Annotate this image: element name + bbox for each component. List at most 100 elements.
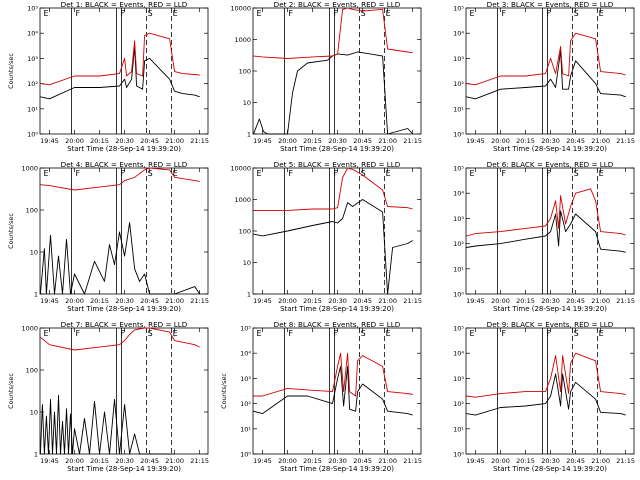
y-tick-label: 10³ [453,215,464,223]
x-tick-label: 21:00 [378,457,397,465]
x-axis-label: Start Time (28-Sep-14 19:39:20) [67,145,181,153]
x-tick-label: 20:45 [353,297,372,305]
x-tick-label: 20:00 [491,297,510,305]
y-axis-label: Counts/sec [7,213,15,249]
y-tick-label: 10³ [453,375,464,383]
y-tick-label: 10³ [27,55,38,63]
y-tick-label: 10⁴ [240,350,251,358]
plot-frame [465,7,635,135]
x-tick-label: 19:45 [40,137,59,145]
y-tick-label: 10² [453,80,464,88]
time-marker-label: E [173,9,178,18]
time-marker-label: E [256,9,261,18]
time-marker-label: E [469,169,474,178]
y-tick-label: 10⁴ [27,30,38,38]
plot-frame [39,7,209,135]
y-axis-label: Counts/sec [7,373,15,409]
time-marker-label: S [361,169,366,178]
time-marker-label: E [469,9,474,18]
y-tick-label: 1000 [234,36,251,44]
x-tick-label: 19:45 [253,457,272,465]
x-axis-label: Start Time (28-Sep-14 19:39:20) [67,305,181,313]
y-tick-label: 10⁴ [453,190,464,198]
x-tick-label: 20:30 [541,137,560,145]
x-tick-label: 21:00 [591,457,610,465]
y-tick-label: 1 [247,291,251,299]
chart-title: Det 7: BLACK = Events, RED = LLD [61,320,188,329]
series-lld-line [466,188,626,237]
y-tick-label: 10² [453,400,464,408]
time-marker-label: E [599,169,604,178]
time-marker-label: F [547,169,552,178]
y-tick-label: 1000 [21,325,38,333]
x-tick-label: 20:45 [566,137,585,145]
time-marker-label: F [75,169,80,178]
time-marker-label: F [547,9,552,18]
x-tick-label: 20:15 [303,457,322,465]
time-marker-label: E [43,169,48,178]
x-tick-label: 20:15 [516,297,535,305]
x-axis-label: Start Time (28-Sep-14 19:39:20) [280,465,394,473]
plot-frame [465,167,635,295]
time-marker-label: E [469,329,474,338]
time-marker-label: F [75,9,80,18]
x-tick-label: 21:15 [616,297,635,305]
y-axis-label: Counts/sec [7,53,15,89]
x-tick-label: 20:30 [115,137,134,145]
chart-title: Det 3: BLACK = Events, RED = LLD [487,0,614,9]
y-tick-label: 10 [243,259,251,267]
x-tick-label: 19:45 [466,137,485,145]
chart-title: Det 5: BLACK = Events, RED = LLD [274,160,401,169]
time-marker-label: F [334,329,339,338]
chart-panel-8: Det 8: BLACK = Events, RED = LLD 10⁰ 10¹ 10… [220,320,422,473]
series-events-line [252,51,414,135]
x-tick-label: 20:15 [90,457,109,465]
x-tick-label: 20:00 [278,297,297,305]
series-lld-line [40,327,200,351]
y-tick-label: 10² [453,240,464,248]
x-tick-label: 20:00 [65,297,84,305]
y-tick-label: 100 [239,68,251,76]
series-events-line [466,373,626,416]
y-tick-label: 100 [26,367,38,375]
x-axis-label: Start Time (28-Sep-14 19:39:20) [67,465,181,473]
x-tick-label: 21:15 [403,297,422,305]
y-tick-label: 10⁰ [453,131,464,139]
y-tick-label: 100 [26,207,38,215]
y-tick-label: 10³ [453,55,464,63]
time-marker-label: F [75,329,80,338]
series-events-line [253,199,413,295]
time-marker-label: S [361,9,366,18]
x-tick-label: 21:00 [165,457,184,465]
x-axis-label: Start Time (28-Sep-14 19:39:20) [493,145,607,153]
time-marker-label: S [148,329,153,338]
time-marker-label: E [386,329,391,338]
series-events-line [40,45,200,100]
x-axis-label: Start Time (28-Sep-14 19:39:20) [493,465,607,473]
time-marker-label: F [334,9,339,18]
time-marker-label: F [288,9,293,18]
plot-frame [252,167,422,295]
time-marker-label: F [501,169,506,178]
plot-frame [39,327,209,455]
time-marker-label: F [334,169,339,178]
y-tick-label: 10⁰ [27,131,38,139]
y-tick-label: 10² [240,400,251,408]
chart-title: Det 2: BLACK = Events, RED = LLD [274,0,401,9]
x-tick-label: 20:00 [491,137,510,145]
plot-frame [252,7,422,135]
x-tick-label: 21:15 [616,457,635,465]
y-tick-label: 1000 [21,165,38,173]
y-tick-label: 10⁰ [453,451,464,459]
plot-frame [39,167,209,295]
chart-panel-4: Det 4: BLACK = Events, RED = LLD 1 10 100 10… [7,160,209,313]
x-tick-label: 19:45 [253,297,272,305]
time-marker-label: F [547,329,552,338]
y-tick-label: 10 [30,249,38,257]
chart-panel-1: Det 1: BLACK = Events, RED = LLD 10⁰ 10¹ 10… [7,0,209,153]
x-tick-label: 19:45 [253,137,272,145]
x-tick-label: 20:15 [516,137,535,145]
time-marker-label: E [599,9,604,18]
y-axis-label: Counts/sec [220,373,228,409]
x-tick-label: 20:45 [140,297,159,305]
